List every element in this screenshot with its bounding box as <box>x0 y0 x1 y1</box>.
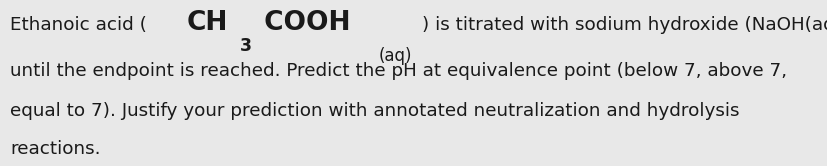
Text: ) is titrated with sodium hydroxide (NaOH(aq)): ) is titrated with sodium hydroxide (NaO… <box>422 16 827 34</box>
Text: COOH: COOH <box>255 10 351 36</box>
Text: (aq): (aq) <box>378 47 412 65</box>
Text: 3: 3 <box>240 38 251 55</box>
Text: equal to 7). Justify your prediction with annotated neutralization and hydrolysi: equal to 7). Justify your prediction wit… <box>10 102 739 120</box>
Text: Ethanoic acid (: Ethanoic acid ( <box>10 16 146 34</box>
Text: reactions.: reactions. <box>10 140 100 158</box>
Text: CH: CH <box>186 10 227 36</box>
Text: until the endpoint is reached. Predict the pH at equivalence point (below 7, abo: until the endpoint is reached. Predict t… <box>10 62 786 80</box>
